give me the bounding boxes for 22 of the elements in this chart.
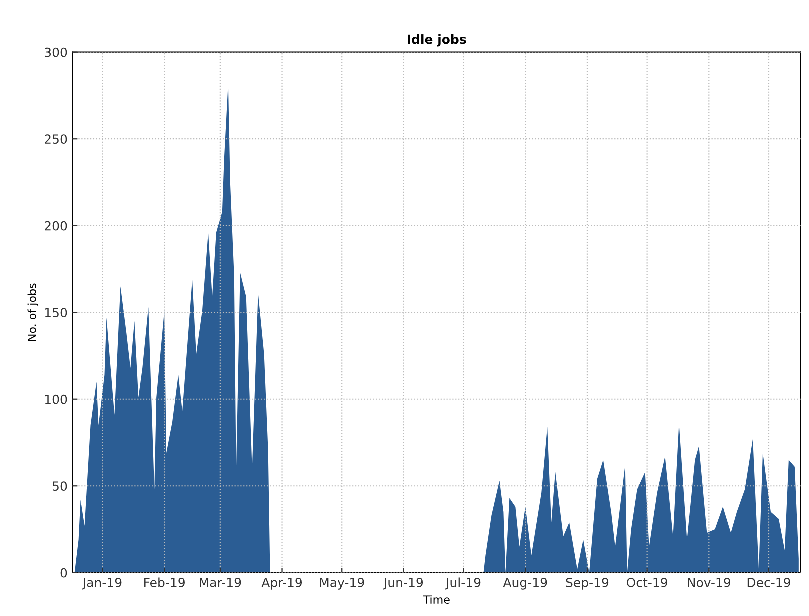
y-tick-label: 100 (45, 394, 68, 404)
x-tick-label: Jul-19 (445, 578, 481, 590)
x-tick-label: Mar-19 (200, 578, 242, 588)
y-tick-label: 300 (45, 48, 68, 58)
y-tick-label: 50 (53, 482, 68, 492)
x-tick-label: Feb-19 (144, 578, 185, 588)
y-axis-title: No. of jobs (28, 284, 39, 342)
x-tick-label: Oct-19 (626, 578, 668, 588)
x-tick-label: May-19 (320, 578, 364, 590)
chart-title: Idle jobs (408, 34, 466, 47)
x-tick-label: Jan-19 (82, 578, 122, 590)
y-tick-label: 250 (45, 134, 68, 144)
x-tick-label: Sep-19 (566, 578, 609, 590)
y-tick-label: 0 (60, 568, 68, 578)
x-tick-label: Jun-19 (383, 578, 424, 590)
y-tick-label: 150 (45, 308, 68, 318)
y-tick-label: 200 (45, 221, 68, 231)
x-tick-label: Aug-19 (503, 578, 548, 590)
x-tick-label: Apr-19 (262, 578, 302, 590)
x-axis-title: Time (423, 595, 450, 604)
x-tick-label: Dec-19 (748, 578, 790, 588)
x-tick-label: Nov-19 (688, 578, 731, 588)
